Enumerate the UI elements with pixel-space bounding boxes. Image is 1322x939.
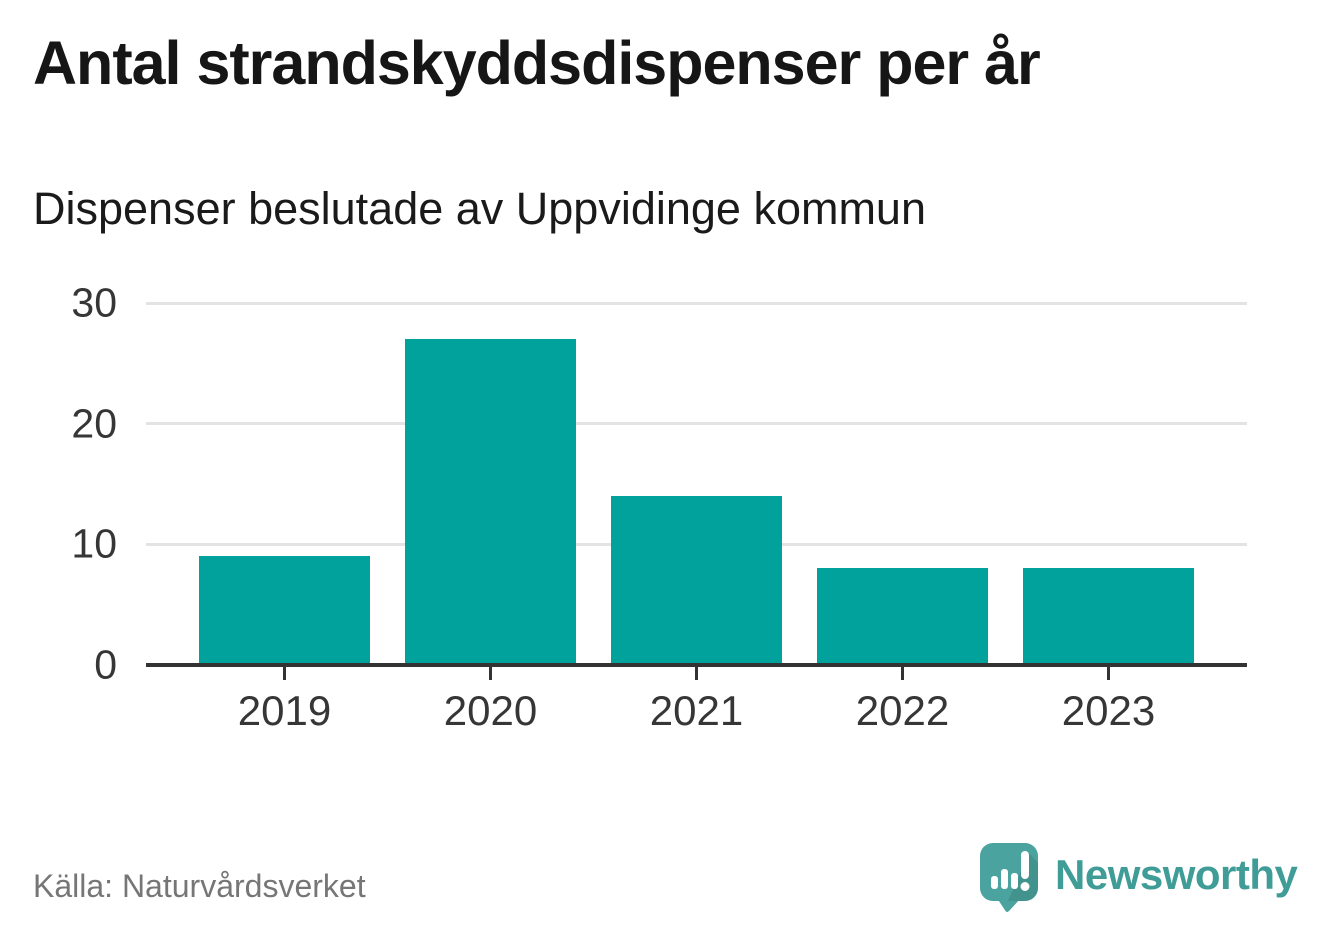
newsworthy-logo-icon [980,843,1038,912]
brand-lockup: Newsworthy [978,841,1298,913]
x-axis-labels: 2019 2020 2021 2022 2023 [146,690,1247,736]
y-axis-labels: 0 10 20 30 [0,282,117,685]
y-tick-label: 30 [71,279,117,326]
chart-title: Antal strandskyddsdispenser per år [33,29,1041,97]
bar-2021 [611,496,782,665]
bar-2022 [817,568,988,665]
plot-area [146,301,1247,680]
bar-2020 [405,339,576,665]
x-tick [1107,667,1110,680]
brand-name: Newsworthy [1055,851,1298,898]
gridline [146,422,1247,426]
chart-subtitle: Dispenser beslutade av Uppvidinge kommun [33,183,926,234]
x-axis-line [146,663,1247,667]
bar-2023 [1023,568,1194,665]
y-tick-label: 0 [94,641,117,688]
bar-2019 [199,556,370,665]
x-tick [695,667,698,680]
x-tick-label: 2021 [649,687,744,734]
source-caption: Källa: Naturvårdsverket [33,868,366,904]
x-tick-label: 2022 [855,687,950,734]
y-tick-label: 10 [71,520,117,567]
y-tick-label: 20 [71,400,117,447]
gridline [146,301,1247,305]
x-tick-label: 2019 [237,687,332,734]
x-tick [489,667,492,680]
x-tick-label: 2023 [1061,687,1156,734]
x-tick [901,667,904,680]
x-tick-label: 2020 [443,687,538,734]
x-tick [283,667,286,680]
